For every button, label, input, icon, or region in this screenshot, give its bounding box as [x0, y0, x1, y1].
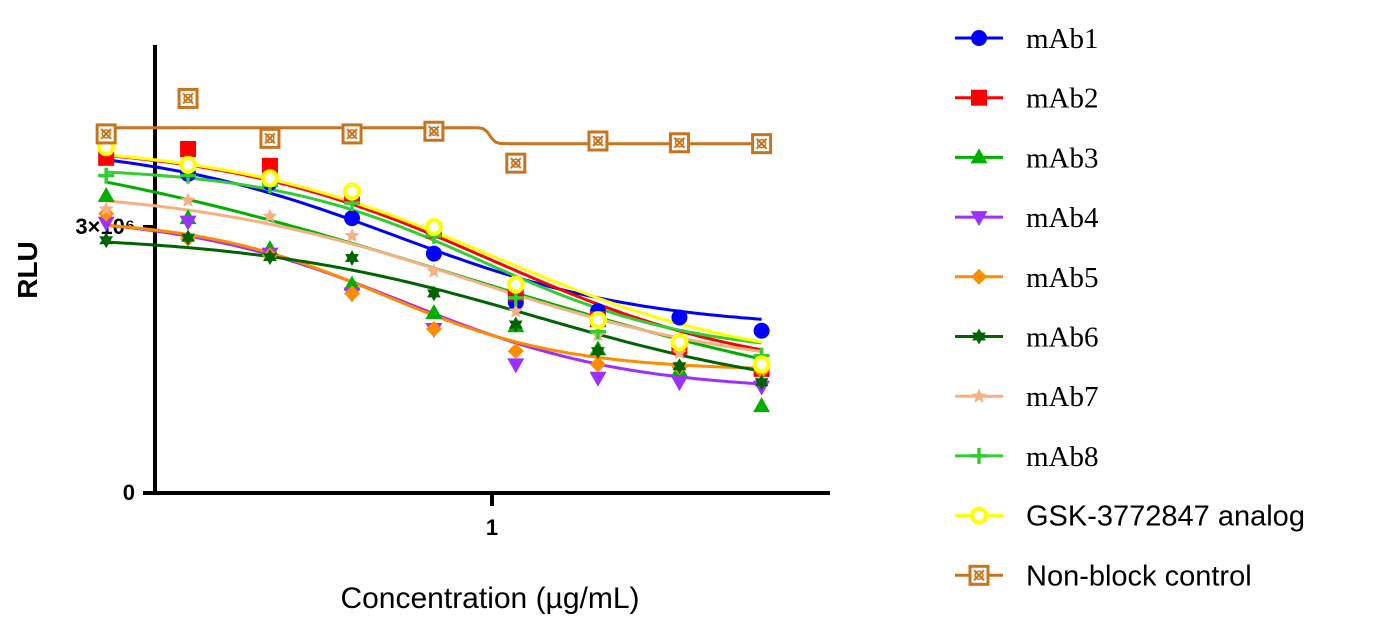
point-mab2-2	[180, 140, 197, 157]
point-non-block-control-7	[587, 130, 609, 152]
data-points	[95, 87, 773, 413]
point-gsk-3772847-analog-6	[506, 275, 525, 294]
legend-marker-mab7	[971, 388, 987, 403]
point-gsk-3772847-analog-9	[752, 355, 771, 374]
point-mab6-5	[427, 285, 441, 302]
point-mab2-3	[261, 157, 278, 174]
point-mab3-4	[343, 275, 361, 291]
legend-label-mab5: mAb5	[1026, 262, 1099, 294]
point-non-block-control-1	[95, 123, 117, 145]
legend-marker-mab5	[971, 268, 987, 285]
point-mab7-5	[426, 263, 442, 278]
legend-item-mab8: mAb8	[955, 441, 1099, 473]
x-tick-label-1: 1	[486, 515, 498, 540]
legend-label-gsk-3772847-analog: GSK-3772847 analog	[1026, 501, 1305, 533]
legend-marker-gsk-3772847-analog	[970, 506, 988, 525]
point-non-block-control-8	[668, 132, 690, 154]
y-tick-label-0: 0	[123, 480, 135, 505]
point-mab3-5	[425, 304, 443, 320]
point-non-block-control-4	[341, 123, 363, 145]
point-mab7-1	[98, 201, 114, 216]
legend-label-mab6: mAb6	[1026, 322, 1099, 354]
point-gsk-3772847-analog-2	[179, 155, 198, 174]
point-mab6-4	[345, 250, 359, 266]
legend-label-mab2: mAb2	[1026, 83, 1099, 115]
point-mab1-5	[425, 245, 442, 262]
legend-marker-mab2	[971, 89, 987, 106]
point-mab7-4	[344, 227, 360, 243]
point-mab4-1	[97, 216, 115, 232]
point-mab7-3	[262, 208, 278, 223]
legend-marker-mab8	[971, 447, 987, 464]
legend-marker-mab1	[971, 30, 987, 46]
point-gsk-3772847-analog-7	[588, 311, 607, 330]
point-mab8-1	[98, 167, 115, 184]
legend-item-mab2: mAb2	[955, 83, 1099, 115]
legend-item-mab1: mAb1	[955, 23, 1099, 55]
legend-label-mab3: mAb3	[1026, 142, 1099, 174]
point-mab5-4	[344, 285, 361, 302]
legend-item-mab6: mAb6	[955, 322, 1099, 354]
legend-label-mab7: mAb7	[1026, 381, 1099, 413]
legend-label-non-block-control: Non-block control	[1026, 560, 1252, 592]
legend-label-mab8: mAb8	[1026, 441, 1099, 473]
point-mab5-7	[589, 356, 606, 373]
point-non-block-control-6	[505, 152, 527, 174]
point-mab6-7	[591, 343, 605, 360]
legend-item-non-block-control: Non-block control	[955, 560, 1252, 592]
point-mab6-6	[508, 316, 523, 333]
point-mab1-4	[344, 210, 361, 227]
point-non-block-control-3	[259, 127, 281, 149]
point-mab6-9	[754, 374, 769, 391]
point-mab5-6	[507, 343, 524, 360]
point-gsk-3772847-analog-5	[424, 218, 443, 236]
point-mab4-7	[589, 371, 607, 387]
legend-item-mab7: mAb7	[955, 381, 1099, 413]
point-mab3-9	[753, 397, 771, 413]
point-mab6-8	[672, 358, 687, 375]
legend-item-gsk-3772847-analog: GSK-3772847 analog	[955, 501, 1305, 533]
y-axis-title: RLU	[12, 241, 43, 299]
point-non-block-control-9	[751, 133, 773, 155]
point-gsk-3772847-analog-3	[260, 169, 279, 188]
point-non-block-control-5	[423, 120, 445, 142]
x-axis-title: Concentration (µg/mL)	[340, 582, 639, 615]
point-non-block-control-2	[177, 87, 199, 109]
legend-marker-mab6	[972, 328, 986, 345]
point-mab6-1	[99, 232, 114, 249]
point-gsk-3772847-analog-4	[343, 182, 362, 201]
legend-item-mab4: mAb4	[955, 202, 1099, 234]
point-mab3-1	[97, 186, 115, 202]
point-mab1-9	[753, 322, 770, 339]
point-mab7-6	[508, 303, 524, 318]
point-mab4-2	[179, 215, 197, 231]
point-mab1-8	[671, 309, 688, 326]
point-mab6-3	[263, 249, 277, 266]
point-mab7-8	[671, 344, 688, 360]
legend-label-mab1: mAb1	[1026, 23, 1099, 55]
point-mab5-5	[425, 320, 442, 337]
legend-label-mab4: mAb4	[1026, 202, 1099, 234]
legend-item-mab3: mAb3	[955, 142, 1099, 174]
point-mab4-6	[507, 358, 525, 374]
point-mab7-2	[180, 192, 196, 207]
point-mab4-8	[670, 376, 688, 392]
axes: 3×10⁶ 0 1 RLU Concentration (µg/mL)	[12, 45, 830, 615]
point-mab6-2	[181, 229, 195, 246]
legend: mAb1 mAb2 mAb3 mAb4 mAb5 mAb6 mAb7 mAb8 GSK-3772…	[955, 23, 1305, 592]
legend-marker-mab4	[970, 211, 988, 227]
legend-marker-non-block-control	[968, 564, 990, 586]
legend-marker-mab3	[970, 148, 988, 164]
legend-item-mab5: mAb5	[955, 262, 1099, 294]
point-gsk-3772847-analog-8	[670, 333, 689, 352]
